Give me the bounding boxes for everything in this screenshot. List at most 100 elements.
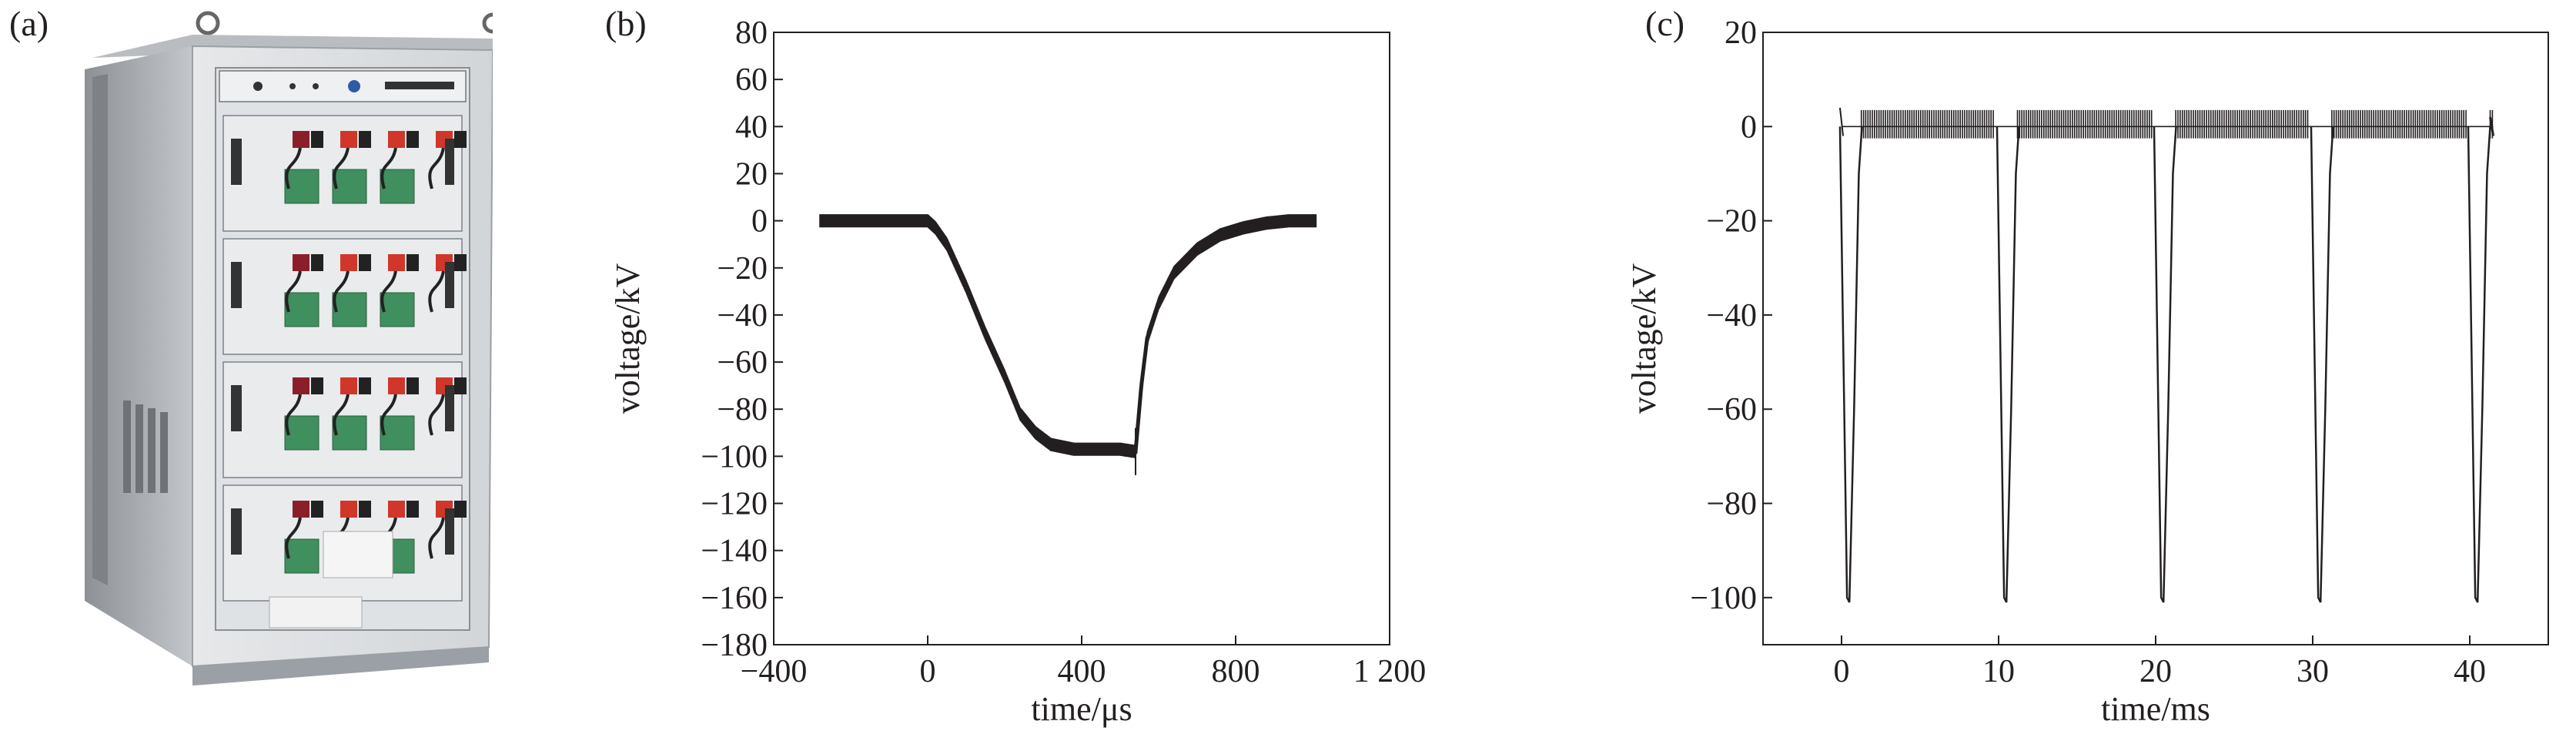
y-tick-label: 0: [751, 204, 768, 240]
x-tick-label: 10: [1982, 654, 2015, 689]
terminal-black: [359, 131, 371, 148]
circuit-board: [380, 415, 415, 451]
terminal-red: [293, 377, 309, 394]
terminal-red: [340, 254, 357, 271]
pulse-mark: [2153, 126, 2177, 603]
terminal-red: [388, 254, 405, 271]
terminal-red: [340, 377, 357, 394]
terminal-black: [359, 377, 371, 394]
start-edge: [1838, 107, 1845, 136]
circuit-board: [284, 415, 319, 451]
y-tick-label: 60: [735, 62, 768, 98]
x-tick-label: 0: [1834, 654, 1850, 689]
x-tick-label: 20: [2139, 654, 2172, 689]
cable: [428, 517, 445, 559]
x-tick-label: 0: [920, 654, 936, 689]
pulse-mark: [1996, 126, 2020, 603]
handle: [231, 262, 242, 308]
x-axis-label: time/ms: [2101, 690, 2210, 728]
y-tick-label: 40: [735, 109, 768, 145]
terminal-red: [388, 377, 405, 394]
terminal-red: [340, 501, 357, 518]
y-tick-label: −140: [701, 534, 768, 569]
cable: [285, 147, 302, 189]
terminal-black: [406, 254, 419, 271]
y-tick-label: −80: [1706, 487, 1757, 522]
cable: [285, 394, 302, 436]
y-tick-label: −20: [1706, 204, 1757, 240]
terminal-black: [311, 131, 323, 148]
pulse-mark: [2310, 126, 2334, 603]
circuit-board: [284, 169, 319, 204]
circuit-board: [284, 538, 319, 574]
x-axis-label: time/μs: [1031, 690, 1132, 728]
terminal-black: [454, 377, 467, 394]
y-tick-label: −120: [701, 487, 768, 522]
circuit-board: [380, 169, 415, 204]
circuit-board: [380, 292, 415, 327]
terminal-black: [406, 377, 419, 394]
x-tick-label: 1 200: [1353, 654, 1427, 689]
handle: [231, 139, 242, 185]
terminal-red: [388, 131, 405, 148]
terminal-red: [293, 254, 309, 271]
series-line: [819, 214, 1317, 458]
terminal-black: [311, 254, 323, 271]
y-axis-label: voltage/kV: [1625, 263, 1663, 414]
panel-c-label: (c): [1645, 4, 1685, 43]
pulse-train-chart: 0 10 20 30 40 20 0 −20 −40 −60 −80 −100 time/ms volta…: [1625, 15, 2549, 728]
pulse-mark: [1838, 126, 1863, 603]
x-tick-label: −400: [741, 654, 808, 689]
cable: [428, 270, 445, 313]
y-tick-label: −80: [717, 392, 768, 427]
terminal-black: [359, 501, 371, 518]
cable: [285, 517, 302, 559]
panel-a-label: (a): [9, 4, 49, 43]
handle: [445, 385, 454, 431]
cable: [428, 147, 445, 189]
cable: [428, 394, 445, 436]
pulse-mark: [2467, 126, 2491, 603]
y-tick-label: 0: [1741, 109, 1757, 145]
cable: [380, 394, 397, 436]
terminal-black: [454, 131, 467, 148]
y-tick-label: −100: [701, 439, 768, 474]
terminal-black: [454, 501, 467, 518]
x-tick-label: 800: [1212, 654, 1260, 689]
y-tick-label: −60: [1706, 392, 1757, 427]
terminal-black: [311, 501, 323, 518]
terminal-black: [406, 131, 419, 148]
x-tick-label: 40: [2454, 654, 2486, 689]
series-line-core: [820, 219, 1316, 454]
cable: [380, 270, 397, 313]
terminal-black: [311, 377, 323, 394]
end-edge: [2489, 116, 2495, 136]
voltage-pulse-chart: −400 0 400 800 1 200 80 60 40 20 0 −20 −40 −60 −80 −10…: [609, 15, 1427, 728]
y-tick-label: −100: [1690, 581, 1757, 616]
handle: [445, 139, 454, 185]
y-tick-label: −60: [717, 345, 768, 381]
y-tick-label: −40: [717, 298, 768, 334]
cable: [333, 270, 350, 313]
y-tick-label: −180: [701, 628, 768, 663]
handle: [231, 385, 242, 431]
cabinet-illustration: [85, 11, 503, 686]
cable: [285, 270, 302, 313]
terminal-black: [359, 254, 371, 271]
cable: [333, 394, 350, 436]
circuit-board: [332, 415, 367, 451]
circuit-board: [284, 292, 319, 327]
terminal-red: [340, 131, 357, 148]
terminal-red: [293, 501, 309, 518]
y-tick-label: −20: [717, 251, 768, 287]
terminal-black: [406, 501, 419, 518]
cable: [380, 147, 397, 189]
plot-frame: [773, 32, 1390, 645]
terminal-red: [388, 501, 405, 518]
y-axis-label: voltage/kV: [609, 263, 647, 414]
circuit-board: [332, 169, 367, 204]
y-tick-label: −40: [1706, 298, 1757, 334]
y-tick-label: 80: [735, 15, 768, 51]
cabinet-modules: [222, 115, 467, 602]
handle: [445, 508, 454, 555]
